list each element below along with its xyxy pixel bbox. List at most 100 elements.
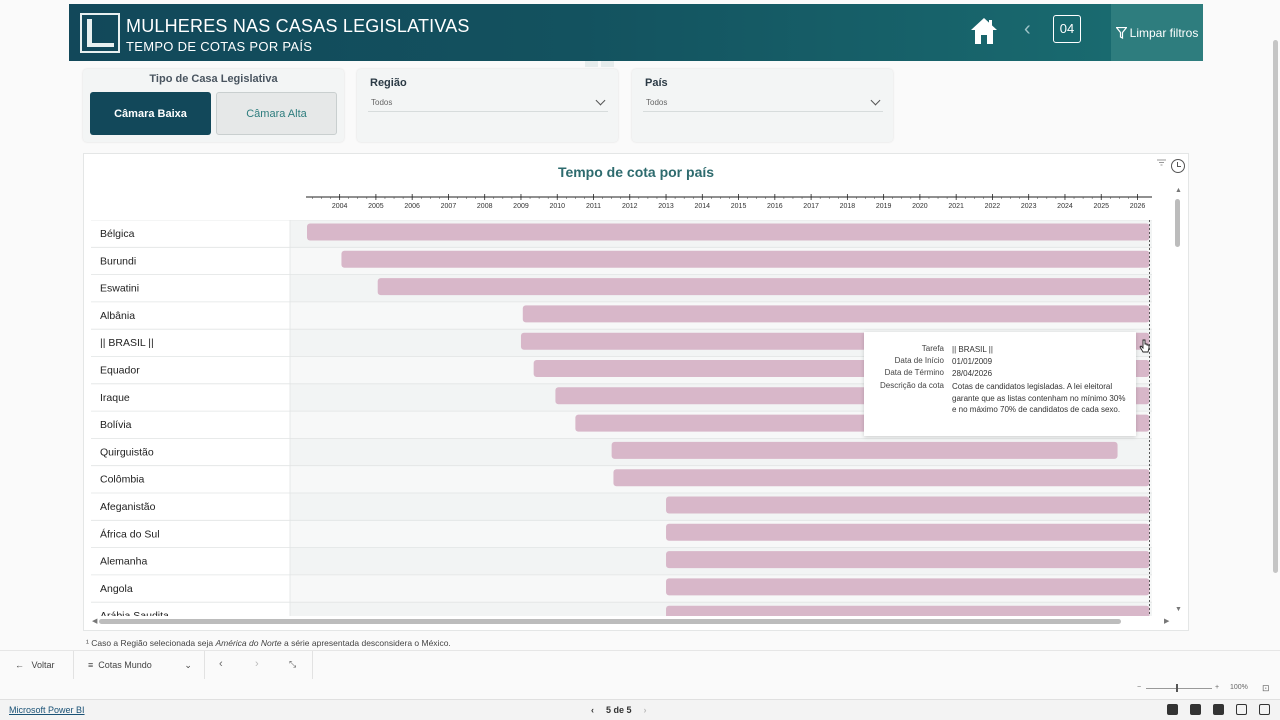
footnote-emphasis: América do Norte [215, 638, 282, 648]
gantt-bar[interactable] [307, 223, 1150, 241]
x-tick-label: 2018 [840, 203, 856, 210]
pager-next-icon[interactable]: › [643, 705, 647, 715]
row-label: Burundi [100, 255, 136, 267]
clear-filters-label: Limpar filtros [1129, 25, 1199, 40]
upper-house-button[interactable]: Câmara Alta [216, 92, 337, 135]
row-label: Angola [100, 583, 133, 595]
horizontal-scrollbar[interactable] [99, 619, 1121, 624]
footnote-text: Caso a Região selecionada seja [88, 638, 216, 648]
house-type-title: Tipo de Casa Legislativa [149, 73, 278, 85]
x-tick-label: 2024 [1057, 203, 1073, 210]
gantt-bar[interactable] [666, 605, 1150, 623]
x-tick-label: 2011 [586, 203, 601, 210]
row-label: Iraque [100, 392, 130, 404]
row-label: Alemanha [100, 556, 147, 568]
country-label: País [645, 77, 668, 89]
back-button[interactable]: ← Voltar [15, 660, 55, 670]
x-tick-label: 2015 [731, 203, 747, 210]
arrow-left-icon: ← [15, 660, 24, 670]
row-label: Arábia Saudita [100, 610, 169, 622]
x-tick-label: 2006 [404, 203, 420, 210]
x-tick-label: 2007 [441, 203, 457, 210]
lower-house-button[interactable]: Câmara Baixa [90, 92, 211, 135]
tooltip-value: 01/01/2009 [952, 357, 993, 366]
page-scrollbar[interactable] [1273, 40, 1278, 573]
prev-page-icon[interactable]: ‹ [219, 658, 223, 670]
gantt-bar[interactable] [341, 250, 1150, 268]
row-label: Albânia [100, 310, 135, 322]
next-page-icon[interactable]: › [255, 658, 259, 670]
tooltip-value: Cotas de candidatos legisladas. A lei el… [952, 382, 1126, 414]
scroll-right-icon[interactable]: ▶ [1164, 618, 1170, 625]
logo-icon [80, 13, 120, 53]
gantt-bar[interactable] [666, 496, 1150, 514]
row-label: Equador [100, 365, 140, 377]
tooltip-key: Data de Início [894, 356, 944, 365]
region-filter: Região Todos [357, 69, 618, 142]
x-tick-label: 2010 [549, 203, 565, 210]
expand-icon[interactable] [1259, 704, 1270, 715]
page-subtitle: TEMPO DE COTAS POR PAÍS [126, 39, 313, 54]
x-tick-label: 2017 [803, 203, 819, 210]
powerbi-link[interactable]: Microsoft Power BI [9, 705, 85, 715]
zoom-plus-icon[interactable]: + [1215, 684, 1220, 691]
region-label: Região [370, 77, 407, 89]
x-tick-label: 2021 [948, 203, 964, 210]
chevron-down-icon [870, 95, 881, 106]
page-number-badge: 04 [1053, 15, 1081, 43]
clear-filters-button[interactable]: Limpar filtros [1111, 4, 1203, 61]
pager-prev-icon[interactable]: ‹ [591, 705, 594, 715]
vertical-scrollbar[interactable] [1175, 199, 1180, 247]
x-tick-label: 2025 [1093, 203, 1109, 210]
hamburger-icon: ≡ [88, 660, 94, 670]
footnote-text: a série apresentada desconsidera o Méxic… [281, 638, 451, 648]
share-icon[interactable] [1236, 704, 1247, 715]
scroll-up-icon[interactable]: ▲ [1175, 187, 1182, 194]
share-icons [1167, 704, 1270, 715]
scroll-left-icon[interactable]: ◀ [92, 618, 98, 625]
x-tick-label: 2009 [513, 203, 529, 210]
linkedin-icon[interactable] [1213, 704, 1224, 715]
filter-lines-icon[interactable] [1157, 159, 1166, 166]
facebook-icon[interactable] [1167, 704, 1178, 715]
zoom-slider-knob[interactable] [1176, 684, 1178, 692]
pages-dropdown[interactable]: ≡ Cotas Mundo ⌄ [88, 660, 192, 671]
gantt-bar[interactable] [611, 441, 1118, 459]
hand-cursor-icon [1139, 339, 1150, 353]
twitter-icon[interactable] [1190, 704, 1201, 715]
gantt-bar[interactable] [522, 305, 1150, 323]
gantt-bar[interactable] [377, 278, 1150, 296]
region-dropdown[interactable]: Todos [368, 95, 608, 112]
back-label: Voltar [31, 660, 55, 670]
previous-page-icon[interactable]: ‹ [1024, 18, 1031, 40]
divider [73, 651, 74, 679]
tooltip-key: Tarefa [921, 344, 944, 353]
country-value: Todos [646, 98, 668, 107]
home-icon[interactable] [969, 16, 999, 46]
tooltip-key: Data de Término [884, 368, 944, 377]
row-label: Quirguistão [100, 446, 154, 458]
row-label: || BRASIL || [100, 337, 154, 349]
bottom-nav-bar: ← Voltar ≡ Cotas Mundo ⌄ ‹ › ⤡ [0, 650, 1280, 679]
zoom-level: 100% [1230, 684, 1248, 691]
x-tick-label: 2026 [1130, 203, 1146, 210]
funnel-icon [1115, 26, 1127, 39]
x-tick-label: 2019 [876, 203, 892, 210]
fullscreen-icon[interactable]: ⤡ [289, 659, 297, 669]
divider [312, 651, 313, 679]
gantt-bar[interactable] [613, 469, 1150, 487]
row-label: Bélgica [100, 228, 135, 240]
gantt-bar[interactable] [666, 551, 1150, 569]
chevron-down-icon: ⌄ [184, 660, 192, 670]
zoom-slider[interactable] [1146, 688, 1212, 689]
zoom-minus-icon[interactable]: − [1137, 684, 1142, 691]
country-dropdown[interactable]: Todos [643, 95, 883, 112]
gantt-bar[interactable] [666, 578, 1150, 596]
fit-page-icon[interactable]: ⊡ [1262, 683, 1270, 693]
report-header: MULHERES NAS CASAS LEGISLATIVAS TEMPO DE… [69, 4, 1203, 61]
history-icon[interactable] [1171, 159, 1185, 173]
status-bar: Microsoft Power BI ‹ 5 de 5 › [0, 699, 1280, 720]
gantt-bar[interactable] [666, 523, 1150, 541]
scroll-down-icon[interactable]: ▼ [1175, 606, 1182, 613]
